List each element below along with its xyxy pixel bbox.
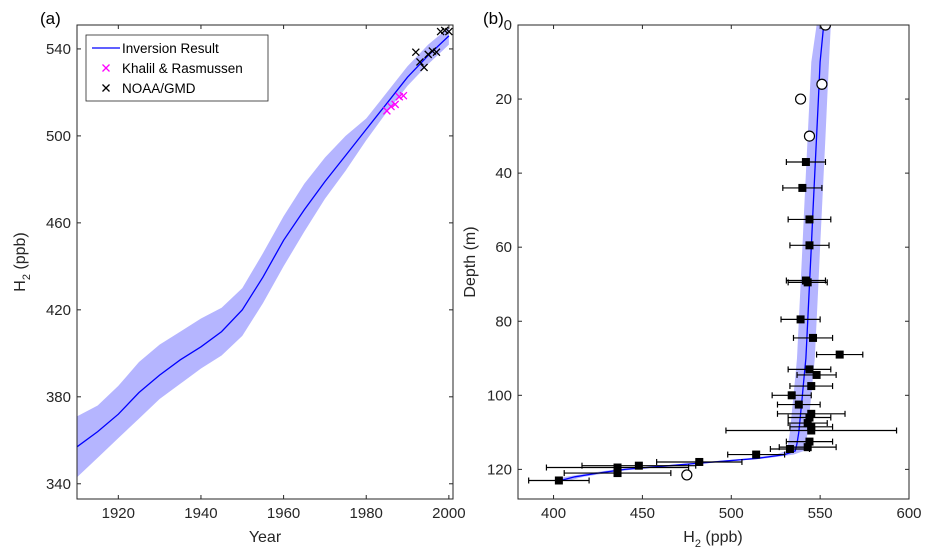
y-tick-label: 0 bbox=[504, 17, 512, 34]
firn-air-sample-square bbox=[805, 241, 814, 250]
firn-air-sample-square bbox=[752, 450, 761, 459]
noaa-gmd-point bbox=[444, 27, 453, 36]
firn-air-sample-square bbox=[807, 382, 816, 391]
y-tick-label: 100 bbox=[487, 387, 512, 404]
open-circle-sample bbox=[803, 130, 816, 142]
firn-air-sample-square bbox=[794, 400, 803, 409]
firn-air-sample-square bbox=[796, 315, 805, 324]
panel-b-x-axis-title-main: H bbox=[683, 529, 695, 546]
firn-air-sample-square bbox=[695, 457, 704, 466]
panel-b-x-axis-title-sub: 2 bbox=[695, 538, 701, 550]
panel-a-x-axis-title: Year bbox=[249, 529, 282, 546]
firn-air-sample-square bbox=[803, 278, 812, 287]
panel-b-axes-box bbox=[517, 24, 910, 500]
y-tick-label: 460 bbox=[46, 215, 71, 232]
profile-uncertainty-band bbox=[551, 25, 831, 481]
firn-air-sample-square bbox=[803, 443, 812, 452]
firn-air-sample-square bbox=[805, 365, 814, 374]
panel-a-axes-box bbox=[76, 24, 454, 500]
legend-entry-label: Khalil & Rasmussen bbox=[122, 61, 243, 76]
firn-air-sample-square bbox=[835, 350, 844, 359]
legend-box bbox=[85, 34, 269, 102]
firn-air-sample-square bbox=[812, 370, 821, 379]
y-tick-label: 340 bbox=[46, 476, 71, 493]
x-tick-label: 1960 bbox=[267, 505, 300, 522]
khalil-rasmussen-point bbox=[399, 91, 408, 100]
panel-a-y-axis-title: H2 (ppb) bbox=[12, 232, 33, 291]
firn-air-sample-square bbox=[613, 463, 622, 472]
panel-a-legend: Inversion Result Khalil & Rasmussen NOAA/G… bbox=[85, 34, 269, 102]
x-tick-label: 1940 bbox=[184, 505, 217, 522]
panel-a-chart: 1920 1940 1960 1980 2000 340 380 420 460 500 540 I… bbox=[12, 9, 466, 546]
panel-a-data-layer bbox=[77, 26, 453, 478]
y-tick-label: 20 bbox=[495, 91, 512, 108]
firn-air-sample-square bbox=[787, 391, 796, 400]
panel-a-y-axis-title-tail: (ppb) bbox=[12, 232, 29, 274]
open-circle-sample bbox=[681, 469, 693, 481]
khalil-rasmussen-point bbox=[387, 102, 395, 111]
legend-entry-label: Inversion Result bbox=[122, 41, 219, 56]
legend-x-swatch bbox=[102, 64, 110, 72]
panel-b-y-axis-title: Depth (m) bbox=[462, 226, 479, 297]
panel-a-y-axis-title-sub: 2 bbox=[21, 274, 33, 280]
firn-air-sample-square bbox=[798, 183, 807, 192]
panel-b-label: (b) bbox=[483, 9, 504, 28]
panel-b-plot-area bbox=[518, 25, 909, 499]
firn-air-sample-square bbox=[785, 445, 794, 454]
x-tick-label: 1980 bbox=[350, 505, 383, 522]
y-tick-label: 60 bbox=[495, 239, 512, 256]
noaa-gmd-point bbox=[415, 58, 424, 66]
panel-a-y-axis-title-main: H bbox=[12, 280, 29, 292]
y-tick-label: 540 bbox=[46, 41, 71, 58]
x-tick-label: 450 bbox=[630, 505, 655, 522]
noaa-gmd-point bbox=[420, 63, 429, 72]
firn-air-sample-square bbox=[805, 215, 814, 224]
x-tick-label: 400 bbox=[541, 505, 566, 522]
noaa-gmd-point bbox=[432, 48, 441, 57]
legend-x-swatch bbox=[102, 84, 110, 92]
firn-air-sample-square bbox=[634, 461, 643, 470]
y-tick-label: 420 bbox=[46, 302, 71, 319]
inversion-result-line bbox=[77, 35, 450, 448]
panel-a-axes: 1920 1940 1960 1980 2000 340 380 420 460 500 540 bbox=[46, 24, 466, 522]
panel-b-x-axis-title-tail: (ppb) bbox=[701, 529, 743, 546]
panel-a-label: (a) bbox=[40, 9, 61, 28]
x-tick-label: 600 bbox=[896, 505, 921, 522]
open-circle-sample bbox=[816, 78, 828, 90]
firn-air-sample-square bbox=[805, 437, 814, 446]
noaa-gmd-point bbox=[411, 48, 420, 57]
khalil-rasmussen-point bbox=[391, 100, 400, 109]
firn-air-sample-square bbox=[801, 158, 810, 167]
x-tick-label: 1920 bbox=[102, 505, 135, 522]
x-tick-label: 500 bbox=[719, 505, 744, 522]
open-circle-sample bbox=[819, 25, 832, 31]
firn-air-sample-square bbox=[809, 333, 818, 342]
firn-air-sample-square bbox=[554, 476, 563, 485]
panel-b-axes: 400 450 500 550 600 0 20 40 60 80 100 120 bbox=[487, 17, 922, 522]
y-tick-label: 40 bbox=[495, 165, 512, 182]
firn-air-sample-square bbox=[613, 469, 622, 478]
legend-entry-label: NOAA/GMD bbox=[122, 81, 196, 96]
firn-air-sample-square bbox=[807, 426, 816, 435]
x-tick-label: 550 bbox=[808, 505, 833, 522]
panel-b-chart: 400 450 500 550 600 0 20 40 60 80 100 120 (b) H2 (p… bbox=[462, 9, 922, 550]
panel-b-x-axis-title: H2 (ppb) bbox=[683, 529, 742, 550]
y-tick-label: 120 bbox=[487, 461, 512, 478]
open-circle-sample bbox=[794, 93, 807, 105]
y-tick-label: 500 bbox=[46, 128, 71, 145]
y-tick-label: 380 bbox=[46, 389, 71, 406]
firn-air-sample-square bbox=[805, 413, 814, 422]
y-tick-label: 80 bbox=[495, 313, 512, 330]
panel-b-data-layer bbox=[528, 25, 898, 485]
inversion-uncertainty-band bbox=[77, 27, 449, 478]
x-tick-label: 2000 bbox=[432, 505, 465, 522]
